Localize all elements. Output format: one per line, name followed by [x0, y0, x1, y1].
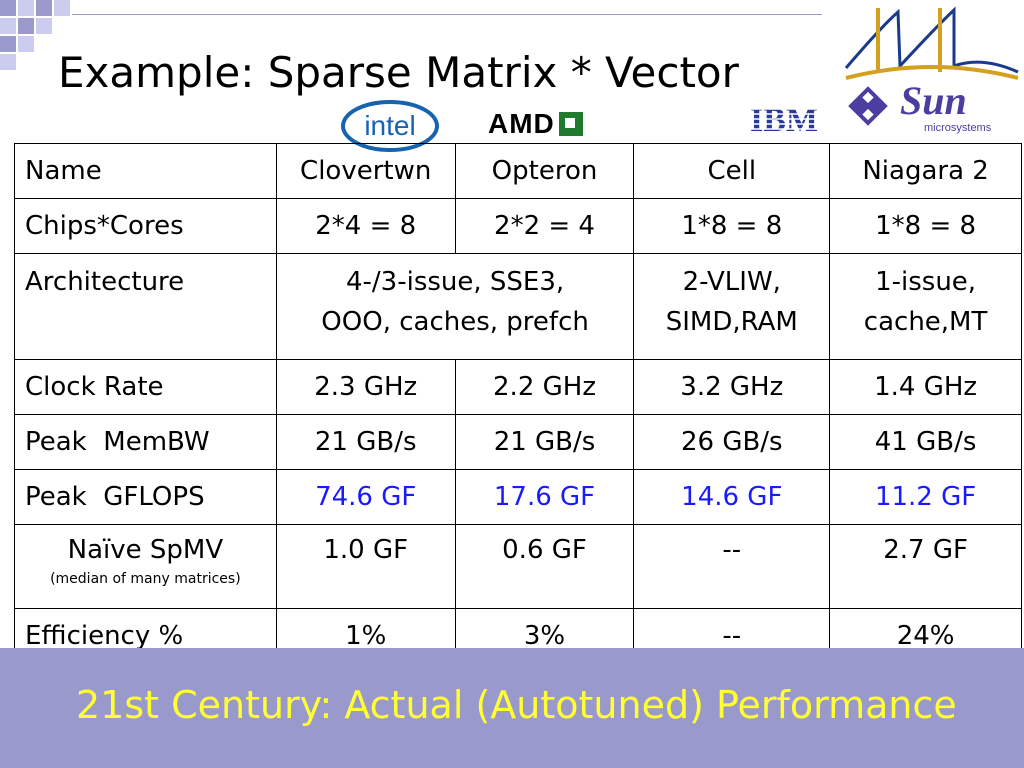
table-row-header: Name Clovertwn Opteron Cell Niagara 2 [14, 143, 1022, 199]
table-row-architecture: Architecture 4-/3-issue, SSE3, OOO, cach… [14, 253, 1022, 360]
sun-microsystems-logo: Sun microsystems [842, 6, 1022, 140]
row-label: Naïve SpMV [67, 535, 224, 565]
table-cell-x86-arch: 4-/3-issue, SSE3, OOO, caches, prefch [275, 253, 635, 360]
table-cell: 41 GB/s [829, 414, 1022, 470]
table-cell: 2*2 = 4 [454, 198, 635, 254]
comparison-table: Name Clovertwn Opteron Cell Niagara 2 Ch… [14, 143, 1022, 664]
table-cell: 14.6 GF [633, 469, 831, 525]
ibm-logo: IBM [742, 101, 826, 139]
deco-square [18, 0, 34, 16]
header-cell-clovertwn: Clovertwn [275, 143, 456, 199]
arch-line: SIMD,RAM [665, 307, 798, 337]
table-row-clock-rate: Clock Rate 2.3 GHz 2.2 GHz 3.2 GHz 1.4 G… [14, 359, 1022, 415]
deco-square [0, 36, 16, 52]
arch-line: OOO, caches, prefch [321, 307, 589, 337]
sun-logo-subtext: microsystems [924, 122, 992, 134]
bridge-icon [844, 6, 1019, 74]
table-cell: 2*4 = 8 [275, 198, 456, 254]
table-cell: 26 GB/s [633, 414, 831, 470]
sun-emblem-icon [848, 86, 888, 126]
row-label-naive-spmv: Naïve SpMV (median of many matrices) [14, 524, 277, 609]
ibm-logo-text: IBM [750, 102, 818, 135]
row-note: (median of many matrices) [50, 571, 241, 587]
table-cell: 3.2 GHz [633, 359, 831, 415]
table-cell: 21 GB/s [275, 414, 456, 470]
deco-square [54, 0, 70, 16]
deco-square [0, 0, 16, 16]
deco-square [36, 18, 52, 34]
header-cell-name: Name [14, 143, 277, 199]
arch-line: 2-VLIW, [682, 267, 781, 297]
arch-line: cache,MT [863, 307, 988, 337]
footer-caption: 21st Century: Actual (Autotuned) Perform… [76, 683, 957, 727]
amd-arrow-icon [558, 112, 583, 136]
table-cell: 1.4 GHz [829, 359, 1022, 415]
amd-logo-text: AMD [488, 108, 555, 139]
arch-line: 1-issue, [875, 267, 977, 297]
table-cell: 17.6 GF [454, 469, 635, 525]
row-label: Peak MemBW [14, 414, 277, 470]
table-row-naive-spmv: Naïve SpMV (median of many matrices) 1.0… [14, 524, 1022, 609]
row-label: Architecture [14, 253, 277, 360]
sun-logo-text: Sun [900, 78, 967, 123]
title-rule [72, 14, 822, 15]
table-cell: 1*8 = 8 [829, 198, 1022, 254]
slide-title: Example: Sparse Matrix * Vector [58, 48, 739, 97]
footer-band [0, 648, 1024, 768]
table-cell-cell-arch: 2-VLIW, SIMD,RAM [633, 253, 831, 360]
intel-logo-text: intel [364, 110, 415, 141]
header-cell-opteron: Opteron [454, 143, 635, 199]
deco-square [18, 18, 34, 34]
table-cell: 1.0 GF [275, 524, 456, 609]
table-cell: 1*8 = 8 [633, 198, 831, 254]
header-cell-cell: Cell [633, 143, 831, 199]
table-row-chips-cores: Chips*Cores 2*4 = 8 2*2 = 4 1*8 = 8 1*8 … [14, 198, 1022, 254]
row-label: Chips*Cores [14, 198, 277, 254]
row-label: Peak GFLOPS [14, 469, 277, 525]
table-row-peak-membw: Peak MemBW 21 GB/s 21 GB/s 26 GB/s 41 GB… [14, 414, 1022, 470]
deco-square [0, 54, 16, 70]
row-label: Clock Rate [14, 359, 277, 415]
deco-square [36, 0, 52, 16]
table-cell: -- [633, 524, 831, 609]
deco-square [0, 18, 16, 34]
table-cell: 74.6 GF [275, 469, 456, 525]
amd-logo: AMD [488, 108, 583, 140]
table-cell: 0.6 GF [454, 524, 635, 609]
deco-square [18, 36, 34, 52]
table-row-peak-gflops: Peak GFLOPS 74.6 GF 17.6 GF 14.6 GF 11.2… [14, 469, 1022, 525]
table-cell: 2.7 GF [829, 524, 1022, 609]
table-cell: 11.2 GF [829, 469, 1022, 525]
table-cell-niagara-arch: 1-issue, cache,MT [829, 253, 1022, 360]
table-cell: 21 GB/s [454, 414, 635, 470]
header-cell-niagara: Niagara 2 [829, 143, 1022, 199]
table-cell: 2.3 GHz [275, 359, 456, 415]
table-cell: 2.2 GHz [454, 359, 635, 415]
arch-line: 4-/3-issue, SSE3, [345, 267, 565, 297]
